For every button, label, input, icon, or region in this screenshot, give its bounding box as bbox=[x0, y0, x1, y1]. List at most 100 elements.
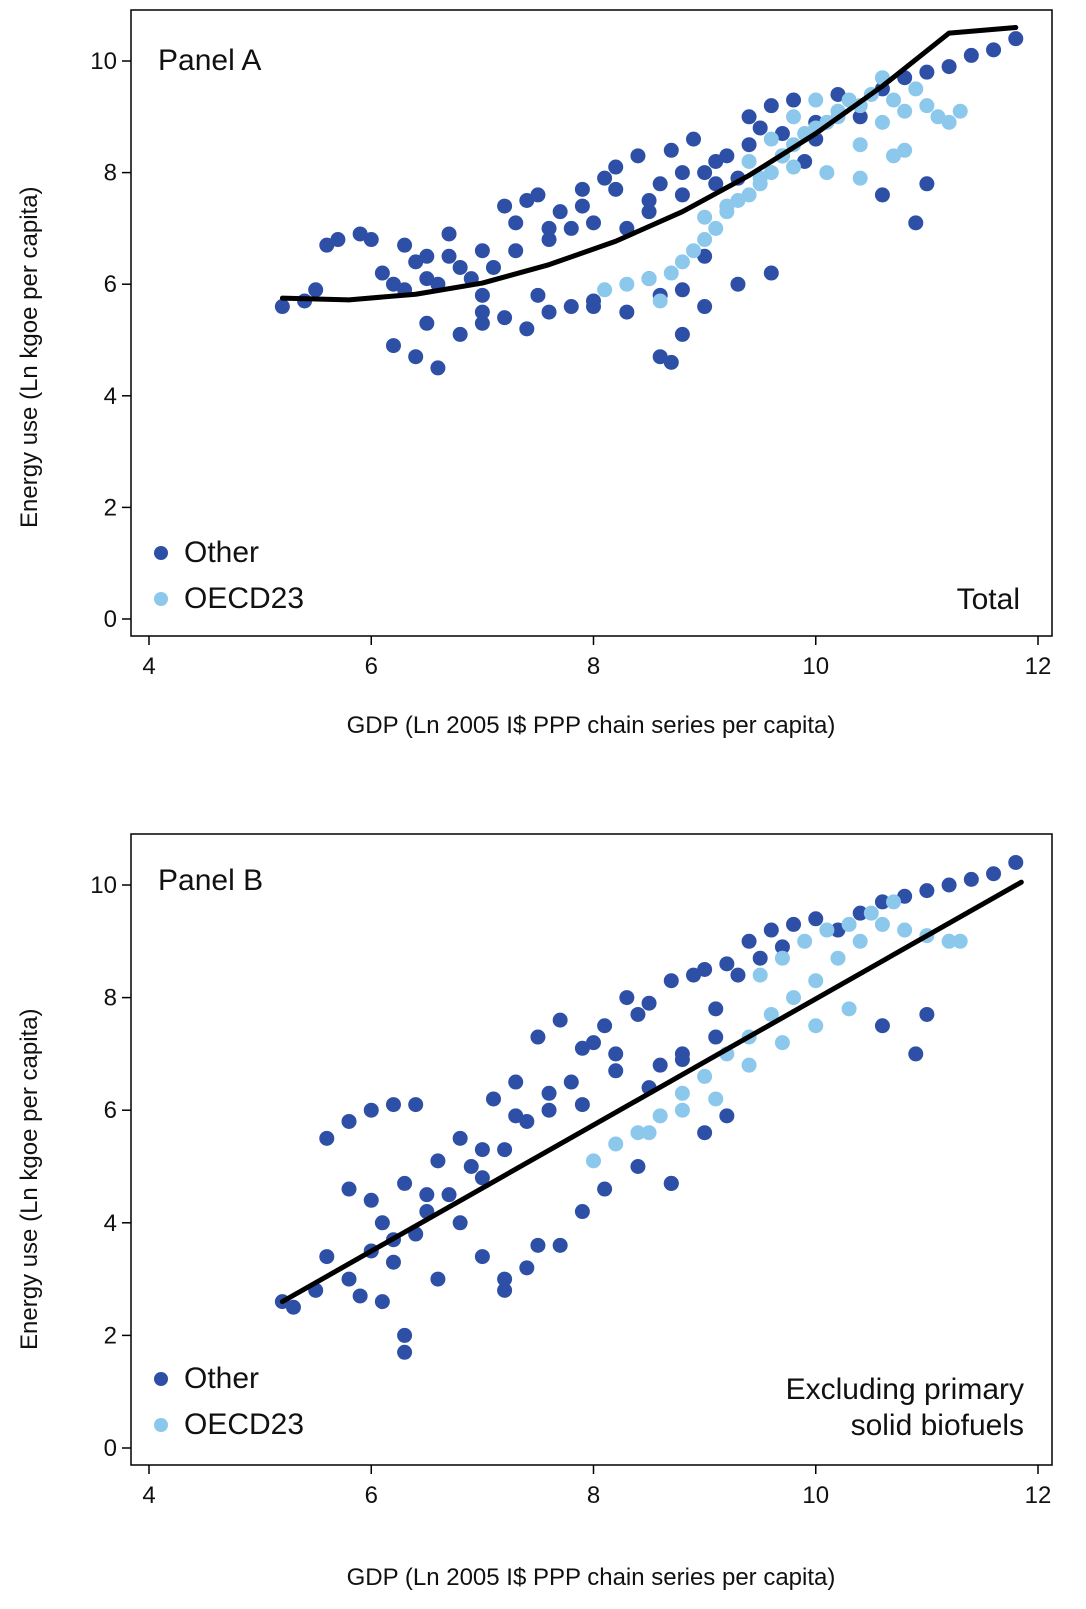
data-point-other bbox=[719, 1108, 735, 1124]
data-point-other bbox=[574, 198, 590, 214]
data-point-other bbox=[586, 299, 601, 315]
data-point-oecd23 bbox=[897, 922, 913, 938]
data-point-other bbox=[663, 1175, 679, 1191]
data-point-oecd23 bbox=[786, 159, 802, 175]
data-point-oecd23 bbox=[663, 265, 679, 281]
x-tick-label: 8 bbox=[587, 1482, 600, 1509]
legend-entry-oecd23: OECD23 bbox=[154, 576, 304, 622]
data-point-other bbox=[774, 126, 790, 142]
data-point-other bbox=[374, 265, 390, 281]
data-point-other bbox=[852, 905, 868, 921]
panel-a-y-axis-label: Energy use (Ln kgoe per capita) bbox=[16, 186, 43, 528]
data-point-other bbox=[330, 232, 346, 248]
data-point-other bbox=[874, 894, 890, 910]
data-point-other bbox=[908, 1046, 924, 1062]
data-point-oecd23 bbox=[741, 153, 757, 169]
data-point-other bbox=[541, 1085, 557, 1101]
x-tick-label: 12 bbox=[1025, 1482, 1052, 1509]
data-point-other bbox=[674, 1052, 690, 1068]
panel-b-plot: 4 6 8 10 12 0 2 4 6 8 10 bbox=[90, 833, 1053, 1509]
y-tick-label: 6 bbox=[104, 271, 117, 298]
data-point-other bbox=[474, 315, 490, 331]
data-point-oecd23 bbox=[874, 916, 890, 932]
data-point-other bbox=[697, 1125, 713, 1141]
x-tick-label: 8 bbox=[587, 653, 600, 680]
data-point-oecd23 bbox=[852, 933, 868, 949]
legend-label-other: Other bbox=[184, 1362, 260, 1395]
data-point-other bbox=[652, 176, 668, 192]
data-point-oecd23 bbox=[730, 193, 746, 208]
data-point-other bbox=[663, 354, 679, 370]
data-point-other bbox=[752, 120, 768, 136]
data-point-other bbox=[363, 232, 379, 248]
data-point-other bbox=[508, 243, 524, 259]
x-tick-label: 12 bbox=[1025, 653, 1052, 680]
data-point-oecd23 bbox=[919, 98, 935, 114]
data-point-other bbox=[763, 265, 779, 281]
data-point-oecd23 bbox=[752, 967, 768, 983]
fit-line bbox=[279, 25, 1019, 303]
data-point-oecd23 bbox=[786, 109, 802, 125]
data-point-other bbox=[474, 243, 490, 259]
data-point-other bbox=[397, 1344, 413, 1360]
data-point-other bbox=[319, 1249, 335, 1265]
data-point-other bbox=[641, 204, 657, 220]
data-point-other bbox=[419, 1187, 435, 1203]
data-point-oecd23 bbox=[641, 271, 657, 287]
data-point-oecd23 bbox=[830, 950, 846, 966]
data-point-oecd23 bbox=[763, 1006, 779, 1022]
data-point-other bbox=[708, 1001, 724, 1017]
data-point-other bbox=[741, 933, 757, 949]
data-point-other bbox=[652, 1057, 668, 1073]
x-tick-label: 6 bbox=[365, 1482, 378, 1509]
fit-line bbox=[279, 879, 1024, 1305]
data-point-other bbox=[674, 187, 690, 203]
data-point-other bbox=[1008, 854, 1024, 870]
data-point-oecd23 bbox=[886, 148, 902, 164]
data-point-other bbox=[497, 1282, 513, 1298]
data-point-oecd23 bbox=[874, 114, 890, 130]
y-tick-label: 2 bbox=[104, 1322, 117, 1349]
data-point-other bbox=[630, 148, 646, 164]
panel-b-x-axis-label: GDP (Ln 2005 I$ PPP chain series per cap… bbox=[346, 1564, 836, 1591]
data-point-other bbox=[363, 1102, 379, 1118]
data-point-other bbox=[541, 220, 557, 236]
x-tick-label: 4 bbox=[142, 653, 155, 680]
legend-label-oecd23: OECD23 bbox=[184, 582, 305, 615]
x-tick-label: 10 bbox=[802, 1482, 829, 1509]
data-point-other bbox=[530, 1029, 546, 1045]
data-point-other bbox=[341, 1113, 357, 1129]
data-point-other bbox=[541, 232, 557, 248]
data-point-other bbox=[385, 276, 401, 292]
y-tick-label: 6 bbox=[104, 1097, 117, 1124]
data-point-other bbox=[597, 1181, 613, 1197]
data-point-oecd23 bbox=[763, 165, 779, 181]
data-point-oecd23 bbox=[886, 92, 902, 108]
data-point-other bbox=[741, 109, 757, 125]
data-point-other bbox=[352, 1288, 368, 1304]
data-point-other bbox=[608, 159, 624, 175]
data-point-other bbox=[708, 153, 724, 169]
data-point-oecd23 bbox=[819, 165, 835, 181]
data-point-other bbox=[274, 299, 290, 315]
data-point-other bbox=[630, 1006, 646, 1022]
data-point-oecd23 bbox=[952, 933, 968, 949]
data-point-other bbox=[430, 360, 446, 376]
data-point-other bbox=[508, 215, 524, 231]
data-point-oecd23 bbox=[674, 254, 690, 270]
data-point-other bbox=[697, 961, 713, 977]
data-point-other bbox=[608, 1046, 624, 1062]
x-tick-label: 6 bbox=[365, 653, 378, 680]
data-point-oecd23 bbox=[586, 1153, 601, 1169]
data-point-other bbox=[697, 299, 713, 315]
data-point-other bbox=[574, 1204, 590, 1220]
data-point-other bbox=[730, 967, 746, 983]
data-point-other bbox=[874, 1018, 890, 1034]
data-point-oecd23 bbox=[797, 933, 813, 949]
data-point-other bbox=[552, 204, 568, 220]
legend-label-oecd23: OECD23 bbox=[184, 1408, 305, 1441]
data-point-other bbox=[285, 1299, 301, 1315]
data-point-other bbox=[474, 304, 490, 320]
data-point-other bbox=[508, 1074, 524, 1090]
data-point-other bbox=[352, 226, 368, 242]
